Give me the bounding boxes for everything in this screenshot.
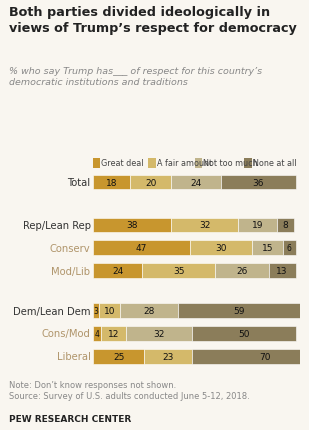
Text: 24: 24 xyxy=(112,267,123,275)
Text: 18: 18 xyxy=(106,178,117,187)
Text: 12: 12 xyxy=(108,329,119,338)
Text: 23: 23 xyxy=(163,352,174,361)
Text: 47: 47 xyxy=(136,244,147,253)
Text: 59: 59 xyxy=(233,307,244,316)
Text: 26: 26 xyxy=(236,267,248,275)
Text: 30: 30 xyxy=(215,244,227,253)
Text: 8: 8 xyxy=(282,221,288,230)
Text: Mod/Lib: Mod/Lib xyxy=(52,266,91,276)
Text: 4: 4 xyxy=(95,329,99,338)
Bar xyxy=(142,264,215,278)
Text: 15: 15 xyxy=(262,244,273,253)
Bar xyxy=(93,304,99,318)
Text: 35: 35 xyxy=(173,267,184,275)
Text: 28: 28 xyxy=(143,307,154,316)
Bar xyxy=(171,175,221,190)
Text: Both parties divided ideologically in
views of Trump’s respect for democracy: Both parties divided ideologically in vi… xyxy=(9,6,297,35)
Bar xyxy=(283,241,296,255)
Text: 10: 10 xyxy=(104,307,115,316)
Bar xyxy=(93,241,190,255)
Text: 19: 19 xyxy=(252,221,263,230)
Text: 38: 38 xyxy=(126,221,138,230)
Bar xyxy=(145,349,192,364)
Bar xyxy=(93,175,130,190)
Text: 24: 24 xyxy=(191,178,202,187)
Bar xyxy=(190,241,252,255)
Bar xyxy=(221,175,296,190)
Text: A fair amount: A fair amount xyxy=(157,159,212,168)
Text: Not too much: Not too much xyxy=(203,159,258,168)
Bar xyxy=(192,349,309,364)
Bar xyxy=(93,326,101,341)
Bar xyxy=(99,304,120,318)
Text: Total: Total xyxy=(67,178,91,187)
Bar xyxy=(93,349,145,364)
Text: 3: 3 xyxy=(93,307,98,316)
Bar xyxy=(93,264,142,278)
Bar xyxy=(101,326,126,341)
Text: Great deal: Great deal xyxy=(101,159,144,168)
Text: 25: 25 xyxy=(113,352,124,361)
Bar xyxy=(269,264,296,278)
Bar xyxy=(120,304,178,318)
Text: 32: 32 xyxy=(199,221,210,230)
Text: % who say Trump has___ of respect for this country’s
democratic institutions and: % who say Trump has___ of respect for th… xyxy=(9,67,262,87)
Bar xyxy=(93,218,171,233)
Text: Cons/Mod: Cons/Mod xyxy=(42,329,91,339)
Text: 6: 6 xyxy=(287,244,292,253)
Text: PEW RESEARCH CENTER: PEW RESEARCH CENTER xyxy=(9,414,132,423)
Bar xyxy=(277,218,294,233)
Bar xyxy=(238,218,277,233)
Text: 20: 20 xyxy=(145,178,156,187)
Text: Source: Survey of U.S. adults conducted June 5-12, 2018.: Source: Survey of U.S. adults conducted … xyxy=(9,391,250,400)
Bar xyxy=(130,175,171,190)
Text: Rep/Lean Rep: Rep/Lean Rep xyxy=(23,221,91,230)
Text: None at all: None at all xyxy=(253,159,296,168)
Text: Conserv: Conserv xyxy=(50,243,91,253)
Bar xyxy=(192,326,296,341)
Text: Liberal: Liberal xyxy=(57,351,91,362)
Text: Dem/Lean Dem: Dem/Lean Dem xyxy=(13,306,91,316)
Text: 13: 13 xyxy=(276,267,288,275)
Bar xyxy=(171,218,238,233)
Text: 36: 36 xyxy=(252,178,264,187)
Text: Note: Don’t know responses not shown.: Note: Don’t know responses not shown. xyxy=(9,381,176,390)
Text: 70: 70 xyxy=(259,352,270,361)
Bar xyxy=(215,264,269,278)
Bar xyxy=(126,326,192,341)
Bar xyxy=(178,304,300,318)
Text: 50: 50 xyxy=(238,329,250,338)
Bar xyxy=(252,241,283,255)
Text: 32: 32 xyxy=(153,329,165,338)
